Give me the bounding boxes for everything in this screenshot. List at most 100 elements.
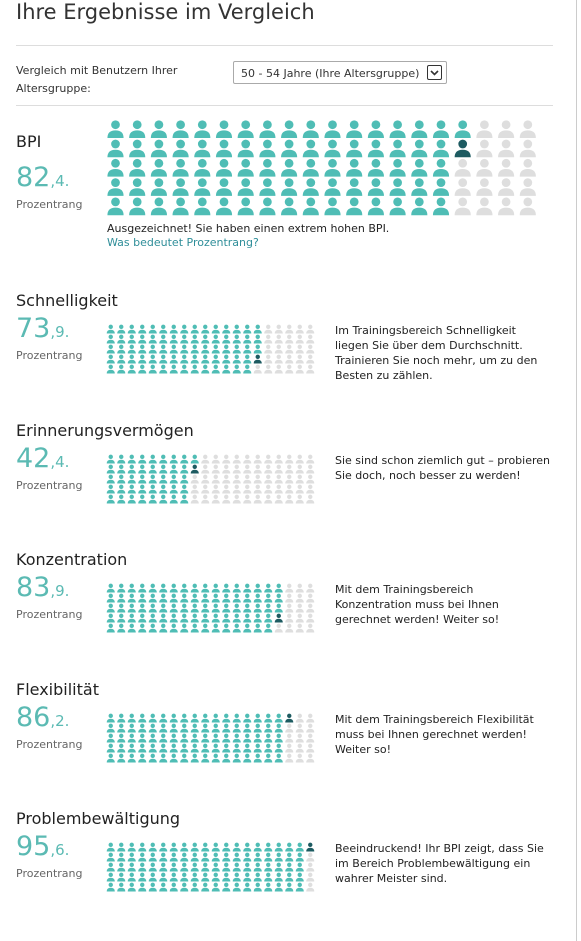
person-icon	[253, 713, 262, 722]
person-icon	[106, 842, 115, 852]
person-icon	[306, 354, 315, 364]
person-icon	[222, 494, 231, 503]
person-icon	[211, 872, 220, 882]
person-icon	[180, 862, 189, 872]
person-icon	[169, 713, 178, 722]
person-icon	[454, 158, 471, 177]
person-icon	[302, 178, 319, 196]
person-icon	[106, 344, 115, 354]
person-icon	[519, 197, 536, 216]
person-icon	[148, 733, 157, 742]
person-icon	[232, 583, 241, 593]
person-icon	[211, 364, 220, 374]
person-icon	[302, 120, 319, 138]
person-icon	[264, 474, 273, 483]
user-icon	[190, 464, 199, 473]
person-icon	[138, 464, 147, 473]
person-icon	[306, 474, 315, 483]
person-icon	[117, 723, 126, 732]
person-icon	[190, 862, 199, 872]
result-message: Mit dem Trainingsbereich Flexibilität mu…	[335, 712, 534, 756]
person-icon	[106, 583, 115, 593]
person-icon	[127, 494, 136, 503]
person-icon	[159, 484, 168, 493]
person-icon	[306, 364, 315, 374]
person-icon	[201, 324, 210, 334]
person-icon	[285, 842, 294, 852]
person-icon	[274, 842, 283, 852]
person-icon	[117, 743, 126, 752]
person-icon	[159, 623, 168, 633]
person-icon	[117, 842, 126, 852]
person-icon	[232, 344, 241, 354]
person-icon	[243, 344, 252, 354]
person-icon	[306, 484, 315, 493]
person-icon	[367, 178, 384, 196]
person-icon	[243, 733, 252, 742]
age-group-select[interactable]: 50 - 54 Jahre (Ihre Altersgruppe)	[233, 61, 447, 84]
person-icon	[190, 872, 199, 882]
person-icon	[190, 474, 199, 483]
person-icon	[264, 593, 273, 603]
person-icon	[411, 178, 428, 196]
person-icon	[107, 158, 124, 177]
person-icon	[253, 733, 262, 742]
percentile-pictogram	[107, 120, 536, 216]
person-icon	[127, 364, 136, 374]
person-icon	[285, 862, 294, 872]
person-icon	[180, 842, 189, 852]
person-icon	[127, 872, 136, 882]
person-icon	[169, 603, 178, 613]
person-icon	[243, 354, 252, 364]
person-icon	[201, 753, 210, 762]
person-icon	[285, 583, 294, 593]
person-icon	[476, 158, 493, 177]
person-icon	[194, 178, 211, 196]
person-icon	[222, 713, 231, 722]
person-icon	[138, 344, 147, 354]
person-icon	[172, 120, 189, 138]
person-icon	[367, 139, 384, 158]
person-icon	[159, 603, 168, 613]
person-icon	[253, 872, 262, 882]
person-icon	[243, 334, 252, 344]
section-title: Problembewältigung	[16, 809, 181, 828]
person-icon	[243, 743, 252, 752]
person-icon	[215, 178, 233, 196]
score: 73,9.	[16, 313, 69, 344]
person-icon	[159, 753, 168, 762]
help-link[interactable]: Was bedeutet Prozentrang?	[107, 236, 259, 249]
person-icon	[201, 464, 210, 473]
person-icon	[169, 842, 178, 852]
person-icon	[232, 713, 241, 722]
person-icon	[264, 743, 273, 752]
person-icon	[367, 158, 384, 177]
person-icon	[194, 158, 211, 177]
person-icon	[295, 344, 304, 354]
person-icon	[127, 852, 136, 862]
person-icon	[117, 753, 126, 762]
person-icon	[222, 733, 231, 742]
person-icon	[148, 593, 157, 603]
score: 95,6.	[16, 831, 69, 862]
person-icon	[243, 484, 252, 493]
person-icon	[274, 743, 283, 752]
person-icon	[295, 842, 304, 852]
person-icon	[264, 354, 273, 364]
select-arrow	[427, 65, 442, 80]
user-icon	[454, 139, 471, 158]
person-icon	[148, 613, 157, 623]
person-icon	[211, 474, 220, 483]
person-icon	[159, 364, 168, 374]
person-icon	[346, 197, 363, 216]
person-icon	[232, 334, 241, 344]
person-icon	[106, 852, 115, 862]
person-icon	[295, 882, 304, 892]
person-icon	[159, 593, 168, 603]
person-icon	[264, 733, 273, 742]
person-icon	[222, 354, 231, 364]
person-icon	[180, 474, 189, 483]
score-decimal: ,9.	[50, 323, 70, 341]
person-icon	[190, 334, 199, 344]
person-icon	[190, 743, 199, 752]
